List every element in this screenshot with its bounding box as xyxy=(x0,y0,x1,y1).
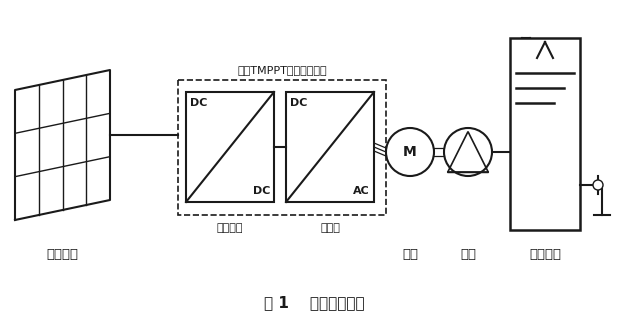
Text: DC: DC xyxy=(190,98,208,108)
Text: 水泵: 水泵 xyxy=(460,248,476,261)
Circle shape xyxy=(593,180,603,190)
Circle shape xyxy=(386,128,434,176)
Text: 光伏阵列: 光伏阵列 xyxy=(47,248,79,261)
Text: 储水装置: 储水装置 xyxy=(529,248,561,261)
Text: 具有TMPPT功能的变频器: 具有TMPPT功能的变频器 xyxy=(237,65,327,75)
Text: DC: DC xyxy=(290,98,308,108)
Bar xyxy=(178,80,386,215)
Bar xyxy=(510,38,580,230)
Text: DC: DC xyxy=(253,186,270,196)
Text: 变频器: 变频器 xyxy=(320,223,340,233)
Text: M: M xyxy=(403,145,417,159)
Text: AC: AC xyxy=(353,186,370,196)
Circle shape xyxy=(444,128,492,176)
Text: 升压环节: 升压环节 xyxy=(217,223,243,233)
Bar xyxy=(286,92,374,202)
Text: 图 1    系统的结构图: 图 1 系统的结构图 xyxy=(264,295,365,310)
Text: 电机: 电机 xyxy=(402,248,418,261)
Bar xyxy=(186,92,274,202)
